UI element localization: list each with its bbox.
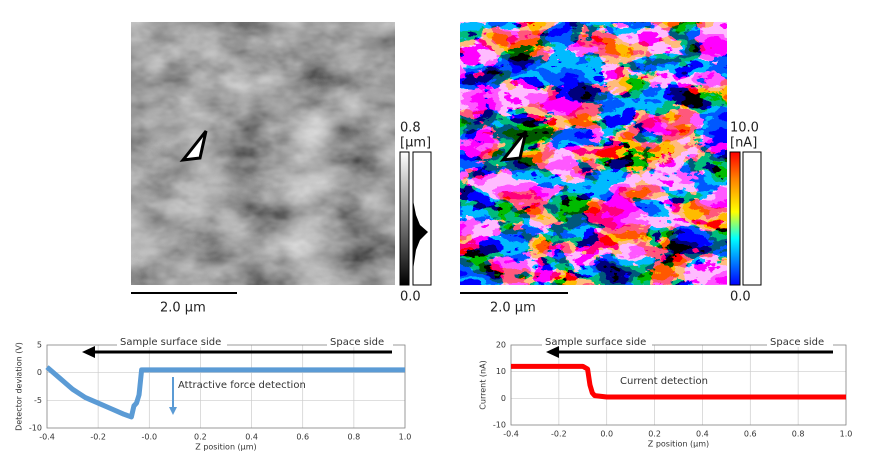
x-tick-label: -0.0 — [141, 433, 157, 442]
y-tick-label: -10 — [493, 421, 506, 430]
colorbar-max: 10.0 — [730, 121, 759, 136]
x-tick-label: 0.0 — [600, 430, 613, 439]
scale-bar-label: 2.0 µm — [160, 301, 206, 316]
direction-arrow-head — [546, 346, 559, 358]
colorbar-unit: [nA] — [730, 136, 757, 151]
x-tick-label: 0.4 — [245, 433, 258, 442]
x-tick-label: -0.2 — [551, 430, 567, 439]
y-tick-label: 10 — [496, 367, 506, 376]
colorbar-min: 0.0 — [730, 290, 751, 305]
x-axis-label: Z position (µm) — [648, 440, 709, 449]
y-tick-label: 5 — [37, 341, 42, 350]
colorbar-min: 0.0 — [400, 290, 421, 305]
x-tick-label: 0.6 — [296, 433, 309, 442]
topography-image — [131, 22, 432, 294]
annotation: Sample surface side — [120, 337, 221, 348]
x-axis-label: Z position (µm) — [195, 443, 256, 452]
direction-arrow-head — [82, 346, 95, 358]
annotation: Space side — [330, 337, 384, 348]
scale-bar-label: 2.0 µm — [490, 301, 536, 316]
x-tick-label: 0.4 — [696, 430, 709, 439]
x-tick-label: 1.0 — [840, 430, 853, 439]
y-tick-label: -5 — [34, 396, 42, 405]
y-tick-label: 0 — [37, 368, 42, 377]
x-tick-label: -0.4 — [503, 430, 519, 439]
label-backdrop — [327, 335, 393, 347]
x-tick-label: -0.4 — [39, 433, 55, 442]
annotation: Current detection — [620, 376, 708, 387]
plot-frame — [510, 344, 847, 426]
colorbar-unit: [µm] — [400, 136, 431, 151]
annotation: Sample surface side — [545, 337, 646, 348]
x-tick-label: 0.8 — [347, 433, 360, 442]
x-tick-label: 0.2 — [194, 433, 207, 442]
data-line — [511, 363, 846, 400]
annotation: Attractive force detection — [178, 380, 306, 391]
colorbar-max: 0.8 — [400, 121, 421, 136]
y-tick-label: 0 — [501, 394, 506, 403]
y-tick-label: 20 — [496, 341, 506, 350]
y-tick-label: -10 — [29, 424, 42, 433]
label-backdrop — [117, 335, 227, 347]
current-image — [460, 22, 762, 294]
annotation: Space side — [770, 337, 824, 348]
label-backdrop — [542, 335, 652, 347]
x-tick-label: 0.6 — [744, 430, 757, 439]
label-backdrop — [767, 335, 833, 347]
x-tick-label: 1.0 — [399, 433, 412, 442]
detection-arrow-head — [169, 407, 177, 415]
x-tick-label: 0.8 — [792, 430, 805, 439]
y-axis-label: Detector deviation (V) — [15, 342, 24, 431]
data-line — [45, 365, 405, 420]
y-axis-label: Current (nA) — [479, 360, 488, 409]
x-tick-label: 0.2 — [648, 430, 661, 439]
x-tick-label: -0.2 — [90, 433, 106, 442]
